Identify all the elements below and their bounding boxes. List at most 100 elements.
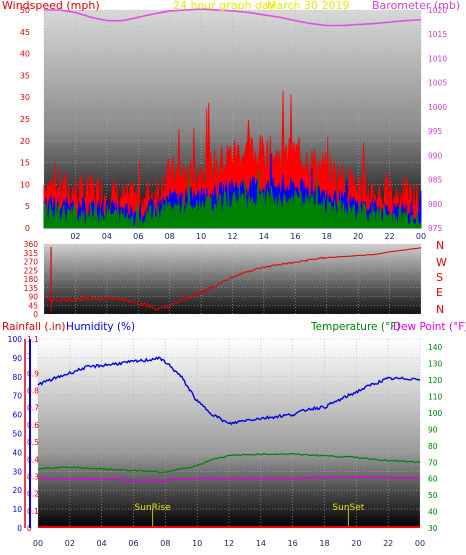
humidity-y-tick: 20: [12, 486, 22, 495]
baro-y-tick: 995: [428, 127, 443, 136]
humidity-y-tick: 100: [8, 335, 23, 344]
hum-x-tick: 10: [192, 539, 202, 548]
sunrise-label: SunRise: [135, 503, 172, 513]
rain-y-tick: 0.6: [27, 421, 39, 430]
hum-x-tick: 06: [128, 539, 138, 548]
dir-label-s: S: [436, 271, 443, 284]
humidity-y-tick: 30: [12, 467, 22, 476]
baro-y-tick: 1020: [428, 6, 447, 15]
grid-lines: [37, 9, 422, 529]
wind-y-tick: 15: [20, 159, 30, 168]
dir-label-n-top: N: [436, 239, 444, 252]
dewpoint-series: [37, 475, 421, 482]
hum-x-tick: 12: [224, 539, 234, 548]
wind-y-tick: 25: [20, 115, 30, 124]
temperature-title: Temperature (°F): [310, 321, 400, 333]
temp-y-tick: 140: [428, 343, 443, 352]
temp-y-tick: 130: [428, 360, 443, 369]
temp-y-tick: 60: [428, 475, 438, 484]
humidity-y-tick: 80: [12, 373, 22, 382]
rain-y-tick: 0.2: [27, 490, 39, 499]
wind-dir-panel-bg: [44, 244, 421, 314]
temp-y-tick: 70: [428, 458, 438, 467]
dir-y-tick: 225: [24, 266, 39, 275]
baro-y-tick: 975: [428, 224, 443, 233]
baro-y-tick: 980: [428, 200, 443, 209]
wind-x-tick: 18: [322, 232, 332, 241]
wind-y-tick: 30: [20, 93, 30, 102]
wind-x-tick: 16: [290, 232, 300, 241]
humidity-y-tick: 60: [12, 411, 22, 420]
hum-x-tick: 20: [351, 539, 361, 548]
baro-y-tick: 1010: [428, 54, 447, 63]
temperature-series: [37, 452, 421, 473]
dir-y-tick: 270: [24, 258, 39, 267]
humidity-y-tick: 10: [12, 505, 22, 514]
humidity-y-tick: 50: [12, 430, 22, 439]
wind-y-tick: 35: [20, 71, 30, 80]
dir-y-tick: 360: [24, 240, 39, 249]
sunset-label: SunSet: [332, 503, 364, 513]
wind-y-tick: 50: [20, 6, 30, 15]
dir-y-tick: 0: [33, 310, 38, 319]
rain-y-tick: 0.8: [27, 387, 39, 396]
wind-y-tick: 20: [20, 137, 30, 146]
temp-y-tick: 120: [428, 376, 443, 385]
baro-y-tick: 985: [428, 176, 443, 185]
hum-x-tick: 14: [256, 539, 266, 548]
wind-x-tick: 04: [102, 232, 112, 241]
hum-x-tick: 16: [288, 539, 298, 548]
wind-y-tick: 5: [25, 202, 30, 211]
dir-y-tick: 315: [24, 249, 39, 258]
humidity-title: Humidity (%): [66, 321, 135, 333]
rain-y-tick: 1.1: [27, 335, 39, 344]
temp-y-tick: 100: [428, 409, 443, 418]
wind-x-tick: 14: [259, 232, 269, 241]
temp-y-tick: 40: [428, 508, 438, 517]
hum-x-tick: 18: [319, 539, 329, 548]
temp-y-tick: 90: [428, 425, 438, 434]
wind-x-tick: 00: [416, 232, 426, 241]
wind-x-tick: 02: [70, 232, 80, 241]
hum-x-tick: 00: [33, 539, 43, 548]
rain-y-tick: 0.9: [27, 369, 39, 378]
humidity-y-tick: 40: [12, 448, 22, 457]
wind-direction-series: [43, 247, 421, 312]
baro-y-tick: 990: [428, 151, 443, 160]
baro-y-tick: 1015: [428, 30, 447, 39]
dir-label-e: E: [436, 286, 443, 299]
wind-x-tick: 08: [165, 232, 175, 241]
hum-x-tick: 04: [97, 539, 107, 548]
temp-y-tick: 110: [428, 393, 443, 402]
rainfall-title: Rainfall (.in): [2, 321, 65, 333]
dewpoint-title: Dew Point (°F): [393, 321, 466, 333]
rain-y-tick: 0.3: [27, 472, 39, 481]
humidity-y-tick: 70: [12, 392, 22, 401]
graph-date: March 30 2019: [267, 0, 350, 12]
dir-y-tick: 135: [24, 284, 39, 293]
windspeed-title: Windspeed (mph): [2, 0, 100, 12]
hum-x-tick: 00: [415, 539, 425, 548]
humidity-series: [37, 356, 421, 426]
rain-y-tick: 0.5: [27, 438, 39, 447]
wind-y-tick: 40: [20, 50, 30, 59]
graph-title: 24 hour graph day: [173, 0, 276, 12]
wind-low-series: [43, 167, 422, 230]
temp-y-tick: 30: [428, 524, 438, 533]
wind-x-tick: 22: [384, 232, 394, 241]
temp-y-tick: 80: [428, 442, 438, 451]
series-lines: [37, 8, 422, 528]
dir-y-tick: 45: [28, 301, 38, 310]
wind-y-tick: 10: [20, 180, 30, 189]
wind-y-tick: 45: [20, 28, 30, 37]
dir-label-n-bottom: N: [436, 303, 444, 316]
wind-x-tick: 06: [133, 232, 143, 241]
sun-markers: SunRise SunSet: [135, 503, 365, 513]
wind-x-tick: 20: [353, 232, 363, 241]
barometer-series: [44, 8, 422, 27]
wind-x-tick: 12: [227, 232, 237, 241]
temp-y-tick: 50: [428, 491, 438, 500]
baro-y-tick: 1000: [428, 103, 447, 112]
